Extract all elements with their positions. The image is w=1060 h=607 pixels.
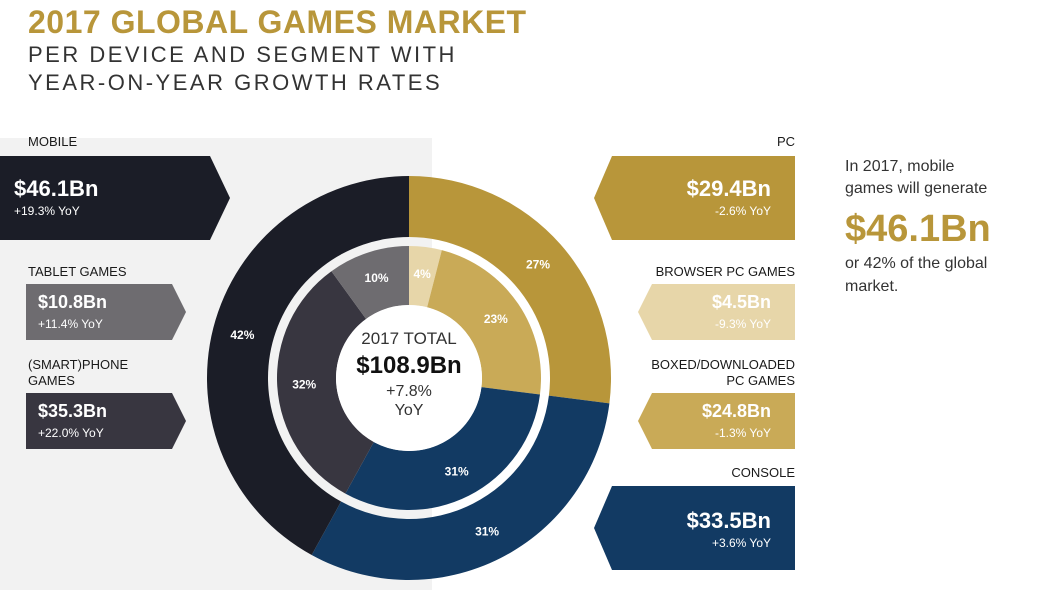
console-yoy: +3.6% YoY bbox=[711, 536, 771, 550]
tablet-yoy: +11.4% YoY bbox=[38, 317, 103, 331]
boxed-pc-category-label-line2: PC GAMES bbox=[726, 373, 795, 388]
left-value-arrow-0 bbox=[0, 156, 230, 240]
pc-category-label: PC bbox=[776, 134, 795, 149]
inner-label-console: 31% bbox=[445, 465, 469, 479]
smartphone-yoy: +22.0% YoY bbox=[38, 426, 104, 440]
center-total-value: $108.9Bn bbox=[356, 352, 462, 379]
boxed-pc-value-box: $24.8Bn -1.3% YoY bbox=[638, 393, 795, 449]
pc-value: $29.4Bn bbox=[686, 176, 771, 201]
inner-label-smart-phone-games: 32% bbox=[292, 378, 316, 392]
note-line1: In 2017, mobile bbox=[845, 158, 955, 175]
tablet-category-label: TABLET GAMES bbox=[28, 264, 127, 279]
mobile-category-label: MOBILE bbox=[28, 134, 78, 149]
inner-label-boxed-downloaded-pc-games: 23% bbox=[484, 312, 508, 326]
mobile-value: $46.1Bn bbox=[14, 176, 99, 201]
right-value-arrow-2 bbox=[638, 393, 795, 449]
console-value: $33.5Bn bbox=[686, 508, 771, 533]
outer-slice-mobile bbox=[206, 176, 409, 556]
outer-slice-pc bbox=[409, 176, 611, 404]
smartphone-category-label-line1: (SMART)PHONE bbox=[28, 357, 129, 372]
note-line4: market. bbox=[845, 278, 899, 295]
chart-title: 2017 GLOBAL GAMES MARKET bbox=[28, 4, 527, 40]
boxed-pc-value: $24.8Bn bbox=[701, 401, 771, 421]
tablet-value-box: $10.8Bn +11.4% YoY bbox=[0, 284, 186, 340]
left-value-arrow-1 bbox=[26, 284, 186, 340]
center-growth-unit: YoY bbox=[394, 402, 424, 419]
inner-label-tablet-games: 10% bbox=[365, 271, 389, 285]
browser-pc-value-box: $4.5Bn -9.3% YoY bbox=[638, 284, 795, 340]
center-growth-value: +7.8% bbox=[386, 383, 432, 400]
chart-subtitle-line2: YEAR-ON-YEAR GROWTH RATES bbox=[28, 70, 443, 95]
left-value-arrow-2 bbox=[26, 393, 186, 449]
smartphone-category-label-line2: GAMES bbox=[28, 373, 75, 388]
boxed-pc-category-label-line1: BOXED/DOWNLOADED bbox=[651, 357, 795, 372]
browser-pc-value: $4.5Bn bbox=[711, 292, 771, 312]
inner-slice-browser-pc-games bbox=[409, 246, 442, 308]
inner-slice-boxed-downloaded-pc-games bbox=[427, 250, 542, 395]
smartphone-value: $35.3Bn bbox=[38, 401, 108, 421]
note-line3: or 42% of the global bbox=[845, 255, 988, 272]
console-category-label: CONSOLE bbox=[731, 465, 795, 480]
outer-label-mobile: 42% bbox=[230, 328, 254, 342]
console-value-box: $33.5Bn +3.6% YoY bbox=[594, 486, 795, 570]
browser-pc-yoy: -9.3% YoY bbox=[714, 317, 771, 331]
smartphone-value-box: $35.3Bn +22.0% YoY bbox=[0, 393, 186, 449]
boxed-pc-yoy: -1.3% YoY bbox=[714, 426, 771, 440]
mobile-value-box: $46.1Bn +19.3% YoY bbox=[0, 156, 230, 240]
note-line2: games will generate bbox=[845, 180, 988, 197]
right-value-arrow-0 bbox=[594, 156, 795, 240]
inner-slice-smart-phone-games bbox=[276, 271, 374, 494]
chart-subtitle-line1: PER DEVICE AND SEGMENT WITH bbox=[28, 42, 457, 67]
right-value-arrow-3 bbox=[594, 486, 795, 570]
browser-pc-category-label: BROWSER PC GAMES bbox=[655, 264, 795, 279]
outer-label-console: 31% bbox=[475, 524, 499, 538]
tablet-value: $10.8Bn bbox=[38, 292, 108, 312]
inner-slice-console bbox=[345, 387, 540, 511]
note-big-value: $46.1Bn bbox=[845, 208, 991, 250]
pc-value-box: $29.4Bn -2.6% YoY bbox=[594, 156, 795, 240]
mobile-yoy: +19.3% YoY bbox=[14, 204, 80, 218]
pc-yoy: -2.6% YoY bbox=[714, 204, 771, 218]
inner-slice-tablet-games bbox=[331, 246, 409, 319]
right-value-arrow-1 bbox=[638, 284, 795, 340]
inner-label-browser-pc-games: 4% bbox=[413, 267, 431, 281]
donut-center-hole bbox=[336, 305, 482, 451]
outer-slice-console bbox=[311, 395, 610, 580]
center-total-label: 2017 TOTAL bbox=[361, 329, 457, 348]
outer-label-pc: 27% bbox=[526, 257, 550, 271]
